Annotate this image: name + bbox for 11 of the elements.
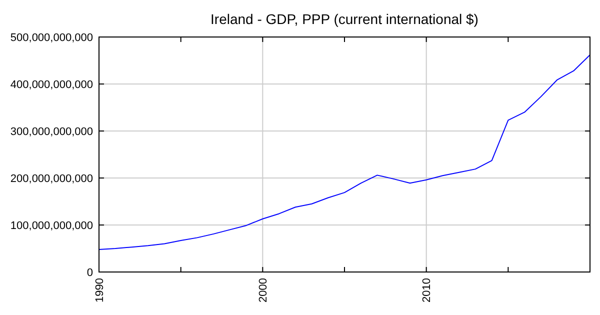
x-tick-label: 2010: [421, 278, 434, 302]
y-tick-label: 200,000,000,000: [10, 172, 93, 185]
y-tick-label: 300,000,000,000: [10, 126, 93, 138]
x-tick-label: 1990: [94, 278, 106, 302]
line-series: [98, 54, 590, 250]
y-tick-label: 500,000,000,000: [10, 32, 93, 44]
y-tick-label: 100,000,000,000: [10, 220, 93, 232]
y-tick-label: 0: [86, 266, 93, 279]
y-tick-label: 400,000,000,000: [10, 78, 93, 91]
x-tick-label: 2000: [258, 278, 270, 302]
chart-title: Ireland - GDP, PPP (current international $): [210, 11, 478, 27]
